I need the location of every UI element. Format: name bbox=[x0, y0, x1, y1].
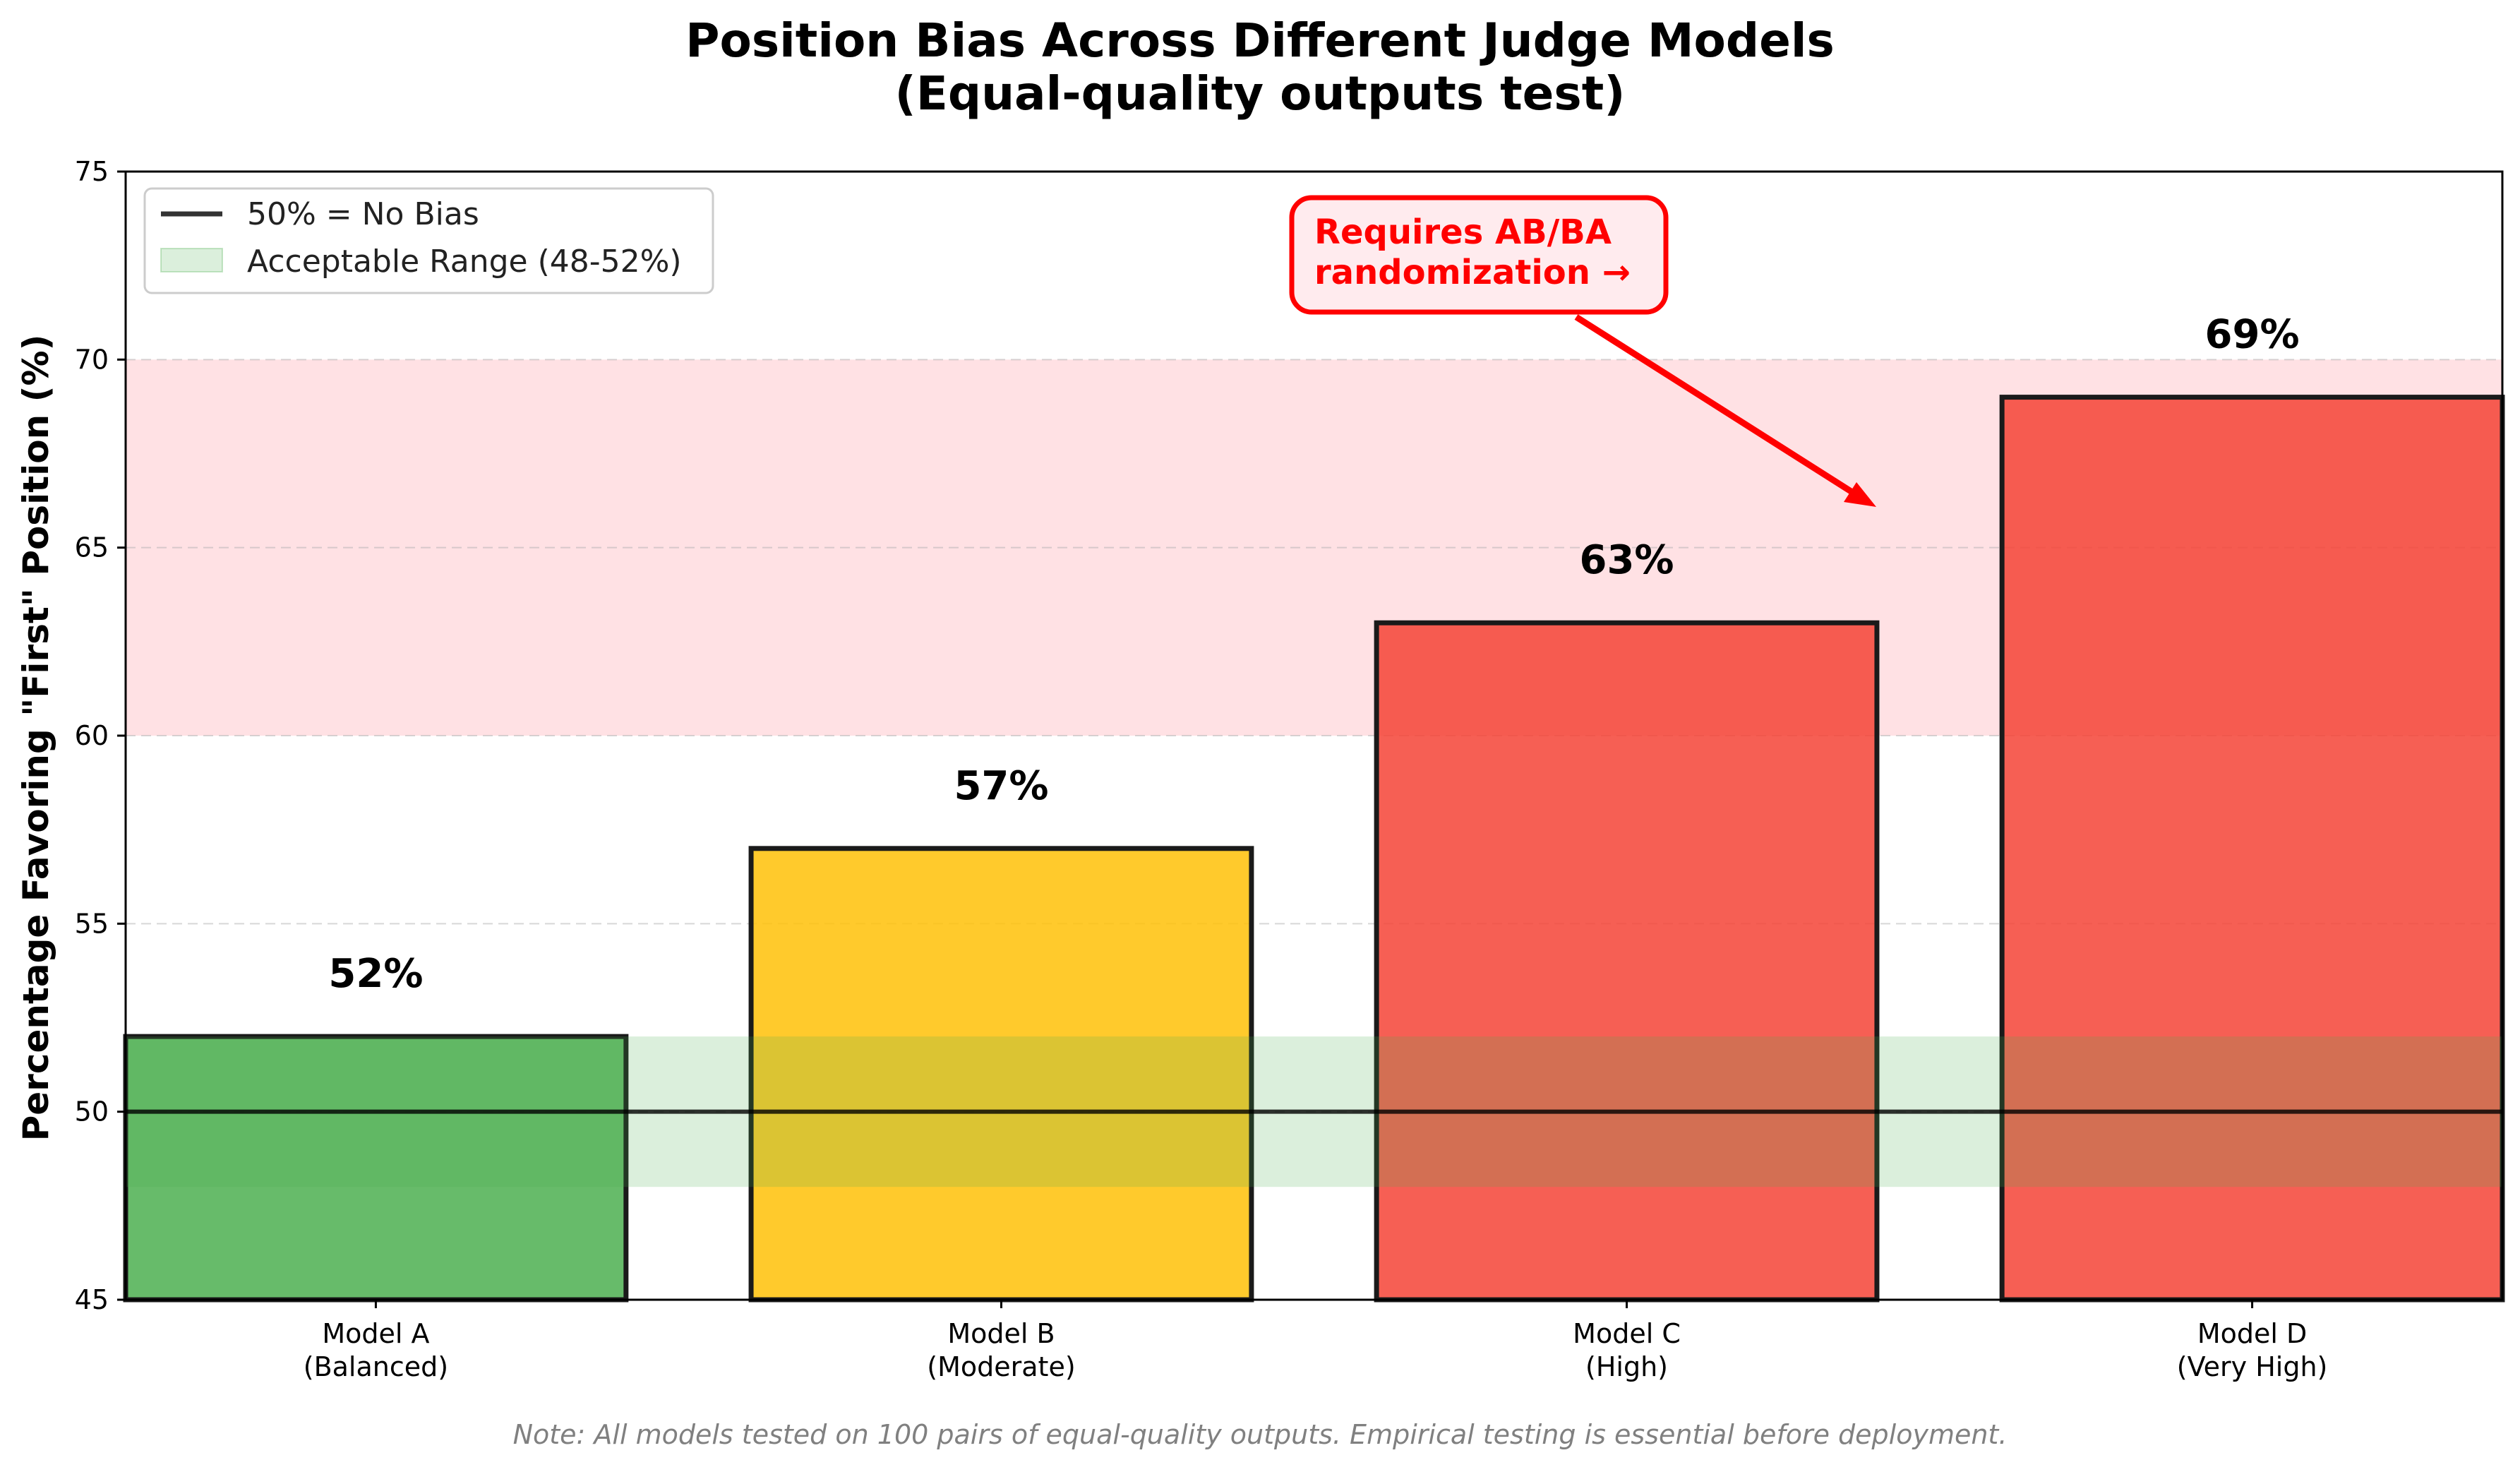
x-tick-label-detail: (Balanced) bbox=[304, 1351, 448, 1382]
bars-layer bbox=[123, 395, 2505, 1303]
annotation-line-1: Requires AB/BA bbox=[1314, 213, 1612, 252]
axes-layer: 45 50 55 60 65 70 75 Model A(Balanced) Model B(M… bbox=[75, 156, 2504, 1382]
value-labels-layer: 52% 57% 63% 69% bbox=[328, 312, 2299, 998]
annotation-arrow-head bbox=[1844, 482, 1876, 507]
y-axis-label: Percentage Favoring "First" Position (%) bbox=[16, 335, 56, 1142]
y-tick-label: 60 bbox=[75, 720, 109, 751]
value-label-4: 69% bbox=[2205, 312, 2300, 358]
x-tick-label-detail: (Moderate) bbox=[927, 1351, 1075, 1382]
x-tick-label-detail: (High) bbox=[1585, 1351, 1668, 1382]
annotation-callout: Requires AB/BA randomization → bbox=[1289, 195, 1876, 507]
reference-line-layer bbox=[126, 1036, 2502, 1187]
y-tick-label: 50 bbox=[75, 1096, 109, 1127]
legend-acceptable-range: Acceptable Range (48-52%) bbox=[247, 244, 682, 280]
annotation-line-2: randomization → bbox=[1314, 253, 1631, 292]
annotation-box bbox=[1289, 195, 1669, 315]
x-tick-label-name: Model C bbox=[1573, 1318, 1681, 1349]
y-tick-label: 70 bbox=[75, 344, 109, 375]
y-tick-label: 75 bbox=[75, 156, 109, 187]
legend-band-swatch bbox=[160, 248, 223, 273]
chart-title: Position Bias Across Different Judge Mod… bbox=[685, 13, 1835, 68]
value-label-1: 52% bbox=[328, 951, 423, 997]
bar-model-c bbox=[1374, 620, 1880, 1303]
x-tick-label-name: Model A bbox=[322, 1318, 429, 1349]
y-tick-label: 55 bbox=[75, 908, 109, 939]
x-tick-label-name: Model B bbox=[947, 1318, 1055, 1349]
legend-frame bbox=[143, 187, 714, 294]
legend-no-bias: 50% = No Bias bbox=[247, 196, 479, 232]
value-label-3: 63% bbox=[1580, 537, 1674, 583]
footnote: Note: All models tested on 100 pairs of … bbox=[513, 1419, 2008, 1450]
y-tick-label: 65 bbox=[75, 532, 109, 563]
bar-model-b bbox=[748, 846, 1254, 1303]
value-label-2: 57% bbox=[954, 763, 1048, 809]
chart-subtitle: (Equal-quality outputs test) bbox=[895, 66, 1626, 121]
annotation-arrow-shaft bbox=[1574, 314, 1864, 501]
legend: 50% = No Bias Acceptable Range (48-52%) bbox=[143, 187, 714, 294]
x-tick-label-name: Model D bbox=[2197, 1318, 2307, 1349]
y-tick-label: 45 bbox=[75, 1284, 109, 1315]
x-tick-label-detail: (Very High) bbox=[2177, 1351, 2328, 1382]
